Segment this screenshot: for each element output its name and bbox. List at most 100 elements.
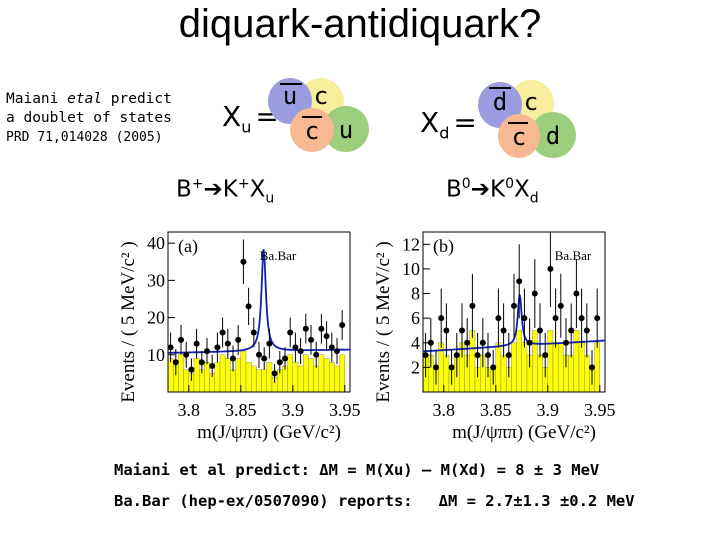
data-point — [230, 345, 236, 372]
xu-quark-ubar-label: u — [282, 82, 298, 110]
y-tick-label: 30 — [147, 270, 165, 290]
background-hist-bar — [235, 358, 241, 393]
background-hist-bar — [204, 362, 210, 393]
xu-symbol: X — [222, 100, 242, 133]
data-point — [250, 317, 257, 348]
data-marker — [485, 352, 491, 359]
decay-right: B0➔K0Xd — [446, 176, 539, 206]
data-point — [511, 273, 517, 338]
data-marker — [198, 359, 205, 366]
panel-label: (b) — [433, 236, 454, 257]
xd-subscript: d — [439, 123, 450, 143]
data-marker — [443, 327, 450, 334]
xu-quark-cbar: c — [290, 108, 334, 152]
data-marker — [172, 359, 179, 366]
background-hist-bar — [287, 354, 294, 393]
background-hist-bar — [516, 330, 523, 393]
data-marker — [427, 339, 434, 346]
note-line-1: Maiani etal predict — [6, 90, 172, 109]
data-marker — [453, 352, 460, 359]
data-point — [287, 317, 294, 348]
background-hist-bar — [240, 350, 247, 393]
x-tick-label: 3.85 — [480, 400, 512, 420]
data-point — [224, 328, 231, 359]
data-point — [302, 313, 309, 344]
slide-title: diquark-antidiquark? — [178, 2, 542, 46]
background-hist-bar — [214, 362, 221, 393]
data-point — [334, 338, 340, 365]
background-hist-bar — [256, 369, 262, 393]
data-point — [261, 347, 268, 370]
data-marker — [302, 325, 309, 332]
y-tick-label: 10 — [402, 259, 420, 279]
data-point — [240, 239, 247, 285]
data-marker — [188, 366, 195, 373]
data-point — [537, 303, 543, 358]
data-marker — [448, 364, 455, 371]
data-point — [516, 244, 523, 319]
background-hist-bar — [537, 354, 543, 393]
panel-label: (a) — [178, 236, 198, 257]
data-point — [464, 318, 471, 368]
note-line-2: a doublet of states — [6, 110, 172, 126]
y-tick-label: 8 — [411, 284, 420, 304]
data-marker — [328, 344, 335, 351]
data-marker — [589, 364, 595, 371]
data-marker — [167, 344, 174, 351]
background-hist-bar — [266, 362, 273, 393]
data-point — [573, 259, 580, 328]
data-point — [531, 259, 538, 328]
data-point — [282, 347, 288, 370]
background-hist-bar — [250, 365, 257, 393]
data-marker — [563, 339, 569, 346]
data-marker — [537, 327, 543, 334]
xd-quark-dbar-label: d — [492, 88, 508, 116]
background-hist-bar — [224, 358, 231, 393]
note-line-1c: predict — [102, 91, 172, 107]
xd-quark-d-label: d — [545, 122, 561, 150]
data-marker — [313, 351, 320, 358]
data-marker — [214, 344, 221, 351]
data-point — [589, 350, 595, 385]
background-hist-bar — [573, 330, 580, 393]
data-marker — [433, 364, 439, 371]
decay-right-b: B — [446, 176, 462, 203]
background-hist-bar — [193, 358, 200, 393]
decay-left-x: X — [249, 176, 266, 203]
decay-right-k-charge: 0 — [505, 176, 514, 192]
background-hist-bar — [230, 369, 236, 393]
y-tick-label: 10 — [147, 345, 165, 365]
xu-label: Xu = — [222, 100, 279, 137]
data-point — [485, 332, 491, 378]
data-point — [271, 364, 278, 383]
background-hist-bar — [323, 358, 330, 393]
data-point — [328, 332, 335, 363]
y-tick-label: 6 — [411, 308, 420, 328]
data-point — [235, 325, 242, 355]
data-marker — [266, 340, 273, 347]
fit-curve — [422, 294, 605, 353]
data-marker — [287, 329, 294, 336]
x-axis-label: m(J/ψππ) (GeV/c²) — [197, 422, 341, 442]
data-marker — [547, 265, 554, 272]
y-tick-label: 2 — [411, 357, 420, 377]
data-point — [490, 350, 497, 385]
y-axis-label: Events / ( 5 MeV/c² ) — [373, 241, 394, 402]
data-point — [469, 273, 476, 338]
data-marker — [511, 302, 517, 309]
data-point — [318, 313, 325, 344]
y-tick-label: 40 — [147, 233, 165, 253]
data-marker — [469, 302, 476, 309]
data-marker — [474, 352, 481, 359]
data-marker — [422, 352, 429, 359]
decay-right-b-charge: 0 — [461, 176, 471, 192]
data-point — [266, 328, 273, 359]
data-point — [583, 303, 590, 358]
decay-left-b: B — [176, 176, 192, 203]
measurement-value: ΔM = 2.7±1.3 ±0.2 MeV — [438, 492, 635, 510]
data-marker — [250, 329, 257, 336]
data-point — [183, 341, 190, 368]
data-marker — [495, 315, 502, 322]
prediction-line: Maiani et al predict: ΔM = M(Xu) – M(Xd)… — [114, 461, 600, 479]
babar-watermark: Ba.Bar — [555, 248, 592, 263]
